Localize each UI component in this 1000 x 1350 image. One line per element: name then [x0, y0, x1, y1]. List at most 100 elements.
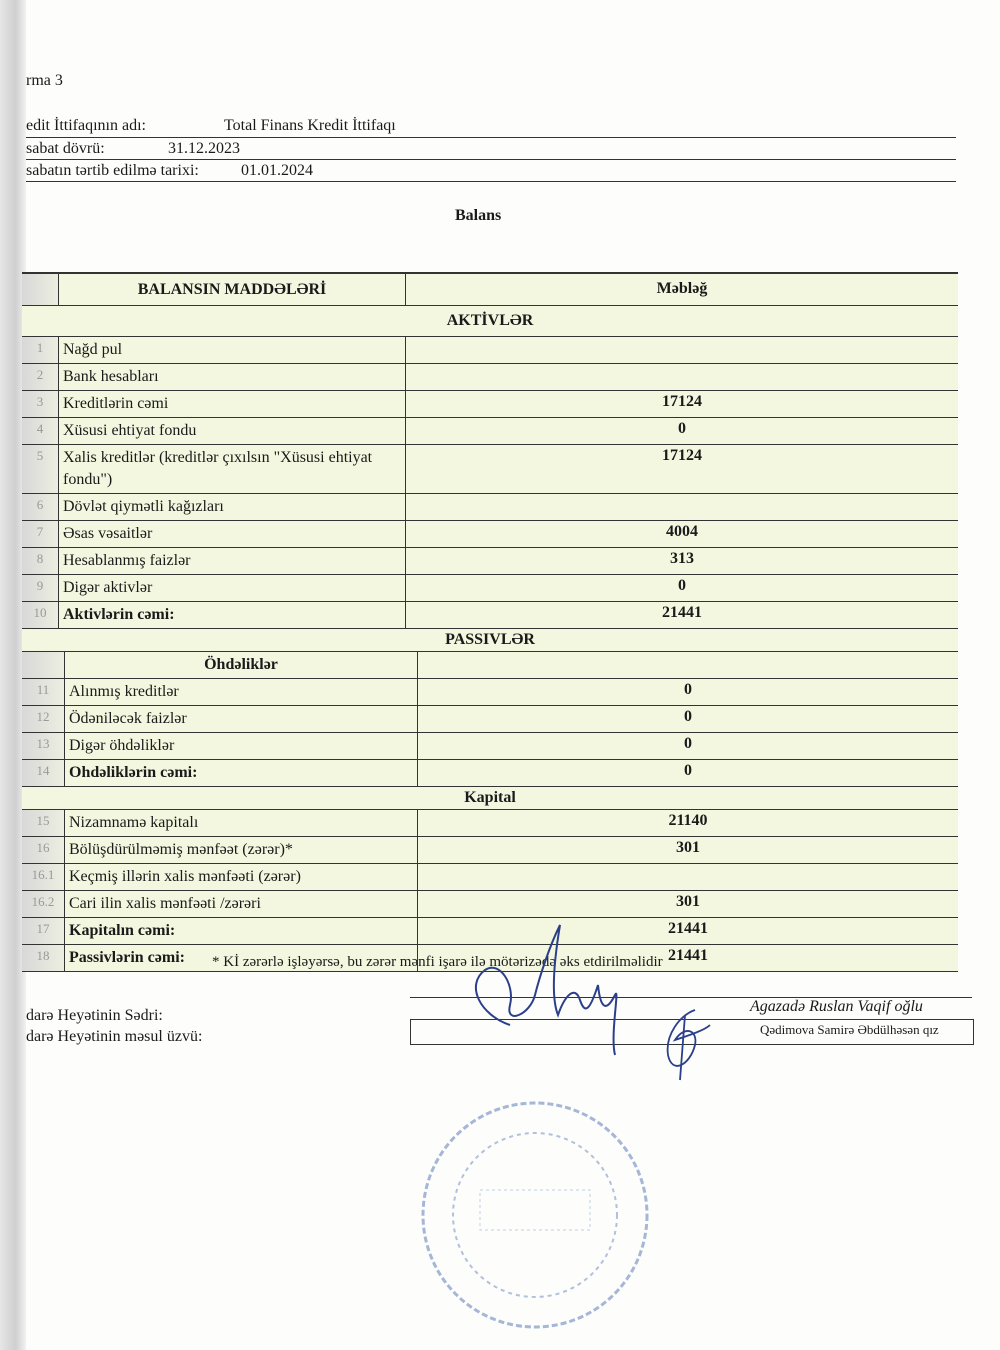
- obligations-title: Öhdəliklər: [65, 652, 418, 678]
- row-label: Digər aktivlər: [59, 575, 406, 601]
- row-amount: 0: [684, 762, 692, 779]
- table-row: 2 Bank hesabları: [22, 364, 958, 391]
- row-number: 12: [22, 706, 65, 732]
- row-number: 16.1: [22, 864, 65, 890]
- row-label: Keçmiş illərin xalis mənfəəti (zərər): [65, 864, 418, 890]
- member-label: darə Heyətinin məsul üzvü:: [26, 1028, 203, 1045]
- row-number: 16: [22, 837, 65, 863]
- row-label: Passivlərin cəmi:: [65, 945, 418, 971]
- row-amount: [418, 864, 958, 890]
- row-amount: 21441: [662, 604, 702, 621]
- row-amount: [406, 364, 958, 390]
- row-label: Cari ilin xalis mənfəəti /zərəri: [65, 891, 418, 917]
- row-amount: 313: [670, 550, 694, 567]
- capital-section-title: Kapital: [22, 787, 958, 810]
- chair-name: Agazadə Ruslan Vaqif oğlu: [750, 998, 923, 1015]
- row-amount: [406, 494, 958, 520]
- row-label: Alınmış kreditlər: [65, 679, 418, 705]
- row-label: Bölüşdürülməmiş mənfəət (zərər)*: [65, 837, 418, 863]
- row-number: 18: [22, 945, 65, 971]
- row-number: 7: [22, 521, 59, 547]
- row-amount: 0: [678, 577, 686, 594]
- row-number: 5: [22, 445, 59, 493]
- row-amount: 21441: [668, 920, 708, 937]
- table-row: 10 Aktivlərin cəmi: 21441: [22, 602, 958, 629]
- row-number: 1: [22, 337, 59, 363]
- row-amount: 17124: [662, 393, 702, 410]
- obligations-header: Öhdəliklər: [22, 652, 958, 679]
- row-number: 14: [22, 760, 65, 786]
- table-row: 4 Xüsusi ehtiyat fondu 0: [22, 418, 958, 445]
- union-name-label: edit İttifaqının adı:: [26, 117, 146, 134]
- table-row: 16.1 Keçmiş illərin xalis mənfəəti (zərər…: [22, 864, 958, 891]
- row-label: Hesablanmış faizlər: [59, 548, 406, 574]
- compiled-date: 01.01.2024: [241, 162, 313, 179]
- row-amount: 0: [684, 681, 692, 698]
- row-number: 2: [22, 364, 59, 390]
- col-amount-header: Məbləğ: [656, 280, 708, 297]
- signatures: [474, 924, 711, 1081]
- row-amount: 301: [676, 839, 700, 856]
- table-row: 17 Kapitalın cəmi: 21441: [22, 918, 958, 945]
- table-row: 9 Digər aktivlər 0: [22, 575, 958, 602]
- union-name: Total Finans Kredit İttifaqı: [224, 117, 396, 134]
- row-amount: 17124: [662, 447, 702, 464]
- document-title: Balans: [455, 207, 502, 224]
- row-number: 13: [22, 733, 65, 759]
- member-signature: [666, 1009, 711, 1081]
- row-number: 10: [22, 602, 59, 628]
- row-label: Ödəniləcək faizlər: [65, 706, 418, 732]
- table-row: 8 Hesablanmış faizlər 313: [22, 548, 958, 575]
- balance-table: BALANSIN MADDƏLƏRİ Məbləğ AKTİVLƏR 1 Nağd…: [22, 272, 958, 972]
- form-number: rma 3: [26, 72, 63, 89]
- row-amount: 21441: [668, 947, 708, 964]
- row-number: 6: [22, 494, 59, 520]
- period-value: 31.12.2023: [168, 140, 240, 157]
- row-label: Aktivlərin cəmi:: [59, 602, 406, 628]
- row-number: 11: [22, 679, 65, 705]
- row-label: Nizamnamə kapitalı: [65, 810, 418, 836]
- scan-edge: [0, 0, 26, 1350]
- official-stamp: [421, 1101, 649, 1329]
- table-row: 15 Nizamnamə kapitalı 21140: [22, 810, 958, 837]
- table-row: 12 Ödəniləcək faizlər 0: [22, 706, 958, 733]
- row-amount: [406, 337, 958, 363]
- period-label: sabat dövrü:: [26, 140, 105, 157]
- table-row: 11 Alınmış kreditlər 0: [22, 679, 958, 706]
- row-label: Bank hesabları: [59, 364, 406, 390]
- table-row: 18 Passivlərin cəmi: 21441: [22, 945, 958, 972]
- row-amount: 21140: [668, 812, 708, 829]
- compiled-date-label: sabatın tərtib edilmə tarixi:: [26, 162, 199, 179]
- table-row: 3 Kreditlərin cəmi 17124: [22, 391, 958, 418]
- table-row: 5 Xalis kreditlər (kreditlər çıxılsın "Xü…: [22, 445, 958, 494]
- assets-section-title: AKTİVLƏR: [22, 306, 958, 337]
- row-label: Digər öhdəliklər: [65, 733, 418, 759]
- row-number: 8: [22, 548, 59, 574]
- row-amount: 4004: [666, 523, 698, 540]
- row-number: 3: [22, 391, 59, 417]
- row-number: 15: [22, 810, 65, 836]
- liabilities-section-title: PASSIVLƏR: [22, 629, 958, 652]
- table-row: 6 Dövlət qiymətli kağızları: [22, 494, 958, 521]
- row-label: Kapitalın cəmi:: [65, 918, 418, 944]
- row-number: 4: [22, 418, 59, 444]
- row-label: Əsas vəsaitlər: [59, 521, 406, 547]
- table-row: 14 Ohdəliklərin cəmi: 0: [22, 760, 958, 787]
- row-label: Xalis kreditlər (kreditlər çıxılsın "Xüs…: [59, 445, 406, 493]
- table-row: 16.2 Cari ilin xalis mənfəəti /zərəri 301: [22, 891, 958, 918]
- chair-signature: [474, 924, 618, 1056]
- row-label: Xüsusi ehtiyat fondu: [59, 418, 406, 444]
- row-amount: 301: [676, 893, 700, 910]
- table-row: 13 Digər öhdəliklər 0: [22, 733, 958, 760]
- row-label: Kreditlərin cəmi: [59, 391, 406, 417]
- row-label: Ohdəliklərin cəmi:: [65, 760, 418, 786]
- row-amount: 0: [684, 708, 692, 725]
- footnote: * Kİ zərərlə işləyərsə, bu zərər mənfi i…: [212, 954, 663, 970]
- table-row: 1 Nağd pul: [22, 337, 958, 364]
- row-number: 16.2: [22, 891, 65, 917]
- col-items-header: BALANSIN MADDƏLƏRİ: [59, 274, 406, 305]
- row-label: Nağd pul: [59, 337, 406, 363]
- member-name: Qədimova Samirə Əbdülhəsən qız: [760, 1022, 939, 1037]
- row-amount: 0: [684, 735, 692, 752]
